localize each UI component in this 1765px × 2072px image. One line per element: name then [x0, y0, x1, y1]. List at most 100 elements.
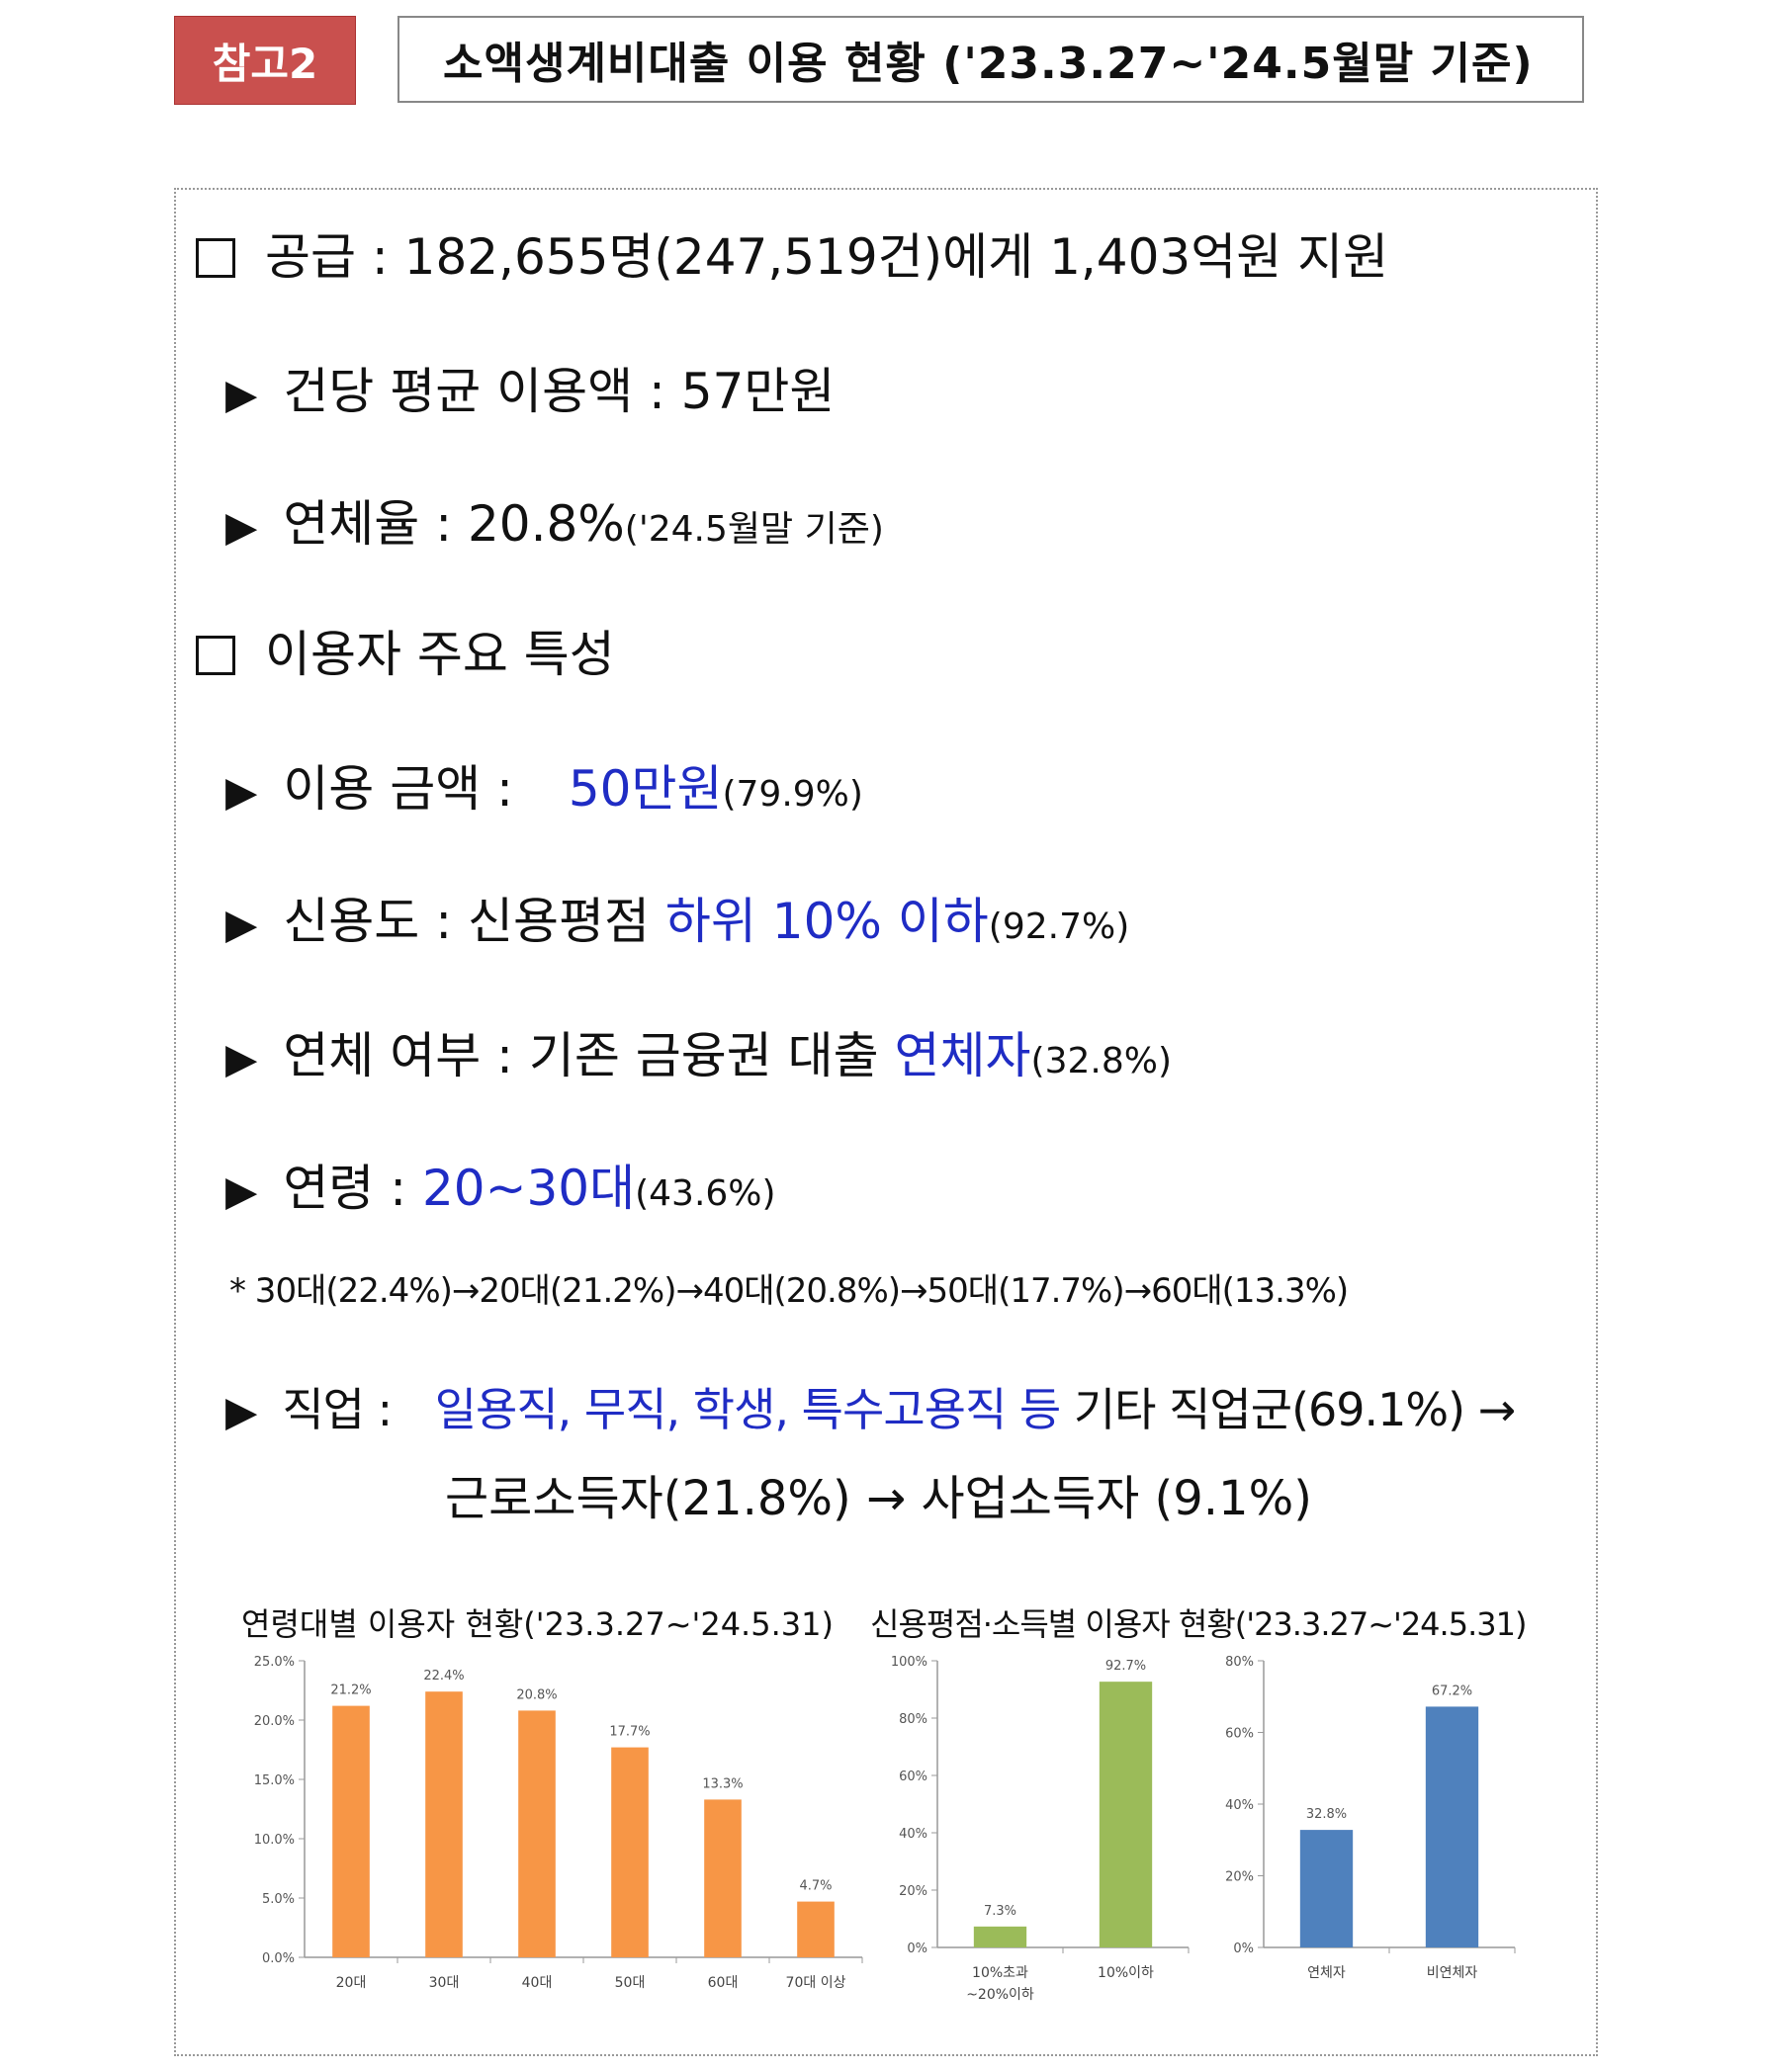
bar-value-label: 7.3%: [984, 1904, 1016, 1919]
triangle-bullet-icon: ▶: [225, 370, 258, 418]
bar: [425, 1691, 463, 1957]
delinquency-prefix: 연체 여부 : 기존 금융권 대출: [283, 1027, 879, 1084]
overdue-line: ▶ 연체율 : 20.8%('24.5월말 기준): [225, 484, 884, 556]
x-category-label: 10%초과 ~20%이하: [966, 1965, 1034, 2003]
y-tick-label: 20%: [899, 1884, 927, 1899]
y-tick-label: 20%: [1225, 1870, 1254, 1885]
x-category-label: 10%이하: [1098, 1965, 1154, 1981]
delinquency-line: ▶ 연체 여부 : 기존 금융권 대출 연체자(32.8%): [225, 1016, 1172, 1087]
x-category-label-line: 50대: [615, 1975, 646, 1991]
triangle-bullet-icon: ▶: [225, 1387, 257, 1435]
amount-line: ▶ 이용 금액 : 50만원(79.9%): [225, 749, 863, 820]
job-value: 일용직, 무직, 학생, 특수고용직 등: [434, 1383, 1062, 1436]
x-category-label: 20대: [336, 1975, 367, 1991]
triangle-bullet-icon: ▶: [225, 502, 258, 551]
x-category-label: 70대 이상: [786, 1975, 846, 1991]
bar: [973, 1926, 1027, 1947]
avg-amount-text: 건당 평균 이용액 : 57만원: [283, 363, 836, 420]
y-tick-label: 40%: [899, 1827, 927, 1842]
bar-value-label: 20.8%: [516, 1687, 557, 1702]
job-line: ▶ 직업 : 일용직, 무직, 학생, 특수고용직 등 기타 직업군(69.1%)…: [225, 1374, 1516, 1439]
content-frame: [174, 188, 1598, 2056]
x-category-label-line: 70대 이상: [786, 1975, 846, 1991]
credit-bar-chart: 0% 20% 40% 60% 80% 100% 7.3% 10%초과 ~20%이하 92.7% 10…: [891, 1655, 1190, 2003]
chart-caption-age: 연령대별 이용자 현황('23.3.27~'24.5.31): [241, 1605, 834, 1643]
triangle-bullet-icon: ▶: [225, 900, 258, 948]
y-tick-label: 60%: [899, 1770, 927, 1784]
x-category-label-line: 10%초과: [972, 1965, 1028, 1981]
reference-tag: 참고2: [174, 16, 356, 105]
x-category-label-line: 비연체자: [1427, 1965, 1478, 1981]
age-line: ▶ 연령 : 20~30대(43.6%): [225, 1149, 776, 1220]
x-category-label-line: 40대: [522, 1975, 553, 1991]
supply-line: 공급 : 182,655명(247,519건)에게 1,403억원 지원: [196, 217, 1388, 289]
bar: [1299, 1830, 1354, 1947]
bar-value-label: 21.2%: [330, 1684, 371, 1698]
bar: [1425, 1706, 1479, 1947]
bar: [797, 1901, 835, 1957]
x-category-label: 40대: [522, 1975, 553, 1991]
x-category-label-line: 60대: [708, 1975, 739, 1991]
features-heading: 이용자 주요 특성: [265, 626, 615, 683]
y-tick-label: 10.0%: [254, 1833, 295, 1848]
y-tick-label: 80%: [899, 1712, 927, 1727]
delinquency-pct: (32.8%): [1030, 1041, 1172, 1081]
triangle-bullet-icon: ▶: [225, 1166, 258, 1215]
job-rest: 기타 직업군(69.1%) →: [1073, 1383, 1516, 1436]
credit-prefix: 신용도 : 신용평점: [283, 893, 650, 950]
job-prefix: 직업 :: [282, 1383, 393, 1436]
bar-value-label: 22.4%: [423, 1669, 464, 1684]
credit-line: ▶ 신용도 : 신용평점 하위 10% 이하(92.7%): [225, 882, 1129, 953]
overdue-text: 연체율 : 20.8%: [283, 495, 625, 553]
amount-pct: (79.9%): [722, 774, 863, 815]
bar: [1099, 1682, 1153, 1947]
y-tick-label: 5.0%: [262, 1892, 295, 1907]
y-tick-label: 0%: [907, 1942, 927, 1956]
x-category-label-line: 10%이하: [1098, 1965, 1154, 1981]
bar: [611, 1747, 649, 1957]
amount-value: 50만원: [568, 760, 723, 818]
checkbox-square-icon: [196, 238, 235, 278]
bar-value-label: 32.8%: [1306, 1807, 1347, 1822]
y-tick-label: 60%: [1225, 1727, 1254, 1742]
x-category-label: 30대: [429, 1975, 460, 1991]
bar-value-label: 4.7%: [799, 1879, 832, 1894]
credit-pct: (92.7%): [988, 906, 1130, 947]
amount-prefix: 이용 금액 :: [283, 760, 513, 818]
bar: [332, 1705, 370, 1957]
x-category-label-line: 30대: [429, 1975, 460, 1991]
triangle-bullet-icon: ▶: [225, 1034, 258, 1082]
y-tick-label: 100%: [891, 1655, 927, 1670]
age-pct: (43.6%): [635, 1173, 776, 1214]
y-tick-label: 80%: [1225, 1655, 1254, 1670]
x-category-label-line: ~20%이하: [966, 1987, 1034, 2003]
chart-caption-credit-income: 신용평점·소득별 이용자 현황('23.3.27~'24.5.31): [870, 1605, 1527, 1643]
y-tick-label: 0.0%: [262, 1951, 295, 1966]
delinquency-value: 연체자: [894, 1027, 1031, 1084]
x-category-label: 60대: [708, 1975, 739, 1991]
supply-heading: 공급 : 182,655명(247,519건)에게 1,403억원 지원: [265, 228, 1389, 286]
y-tick-label: 15.0%: [254, 1773, 295, 1788]
bar-value-label: 13.3%: [702, 1776, 743, 1791]
x-category-label: 비연체자: [1427, 1965, 1478, 1981]
triangle-bullet-icon: ▶: [225, 767, 258, 816]
age-ranking-note: * 30대(22.4%)→20대(21.2%)→40대(20.8%)→50대(1…: [229, 1271, 1349, 1311]
bar-value-label: 92.7%: [1105, 1659, 1146, 1674]
age-prefix: 연령 :: [283, 1160, 407, 1217]
x-category-label: 연체자: [1307, 1965, 1346, 1981]
bar-value-label: 67.2%: [1432, 1684, 1472, 1698]
credit-value: 하위 10% 이하: [664, 893, 989, 950]
avg-amount-line: ▶ 건당 평균 이용액 : 57만원: [225, 352, 835, 423]
y-tick-label: 40%: [1225, 1798, 1254, 1813]
y-tick-label: 25.0%: [254, 1655, 295, 1670]
age-bar-chart: 0.0% 5.0% 10.0% 15.0% 20.0% 25.0% 21.2% 20대 22.4…: [254, 1655, 863, 1991]
age-value: 20~30대: [421, 1160, 636, 1217]
job-line-2: 근로소득자(21.8%) → 사업소득자 (9.1%): [445, 1471, 1312, 1526]
y-tick-label: 20.0%: [254, 1714, 295, 1729]
bar-value-label: 17.7%: [609, 1725, 650, 1740]
bar: [704, 1799, 742, 1957]
x-category-label-line: 20대: [336, 1975, 367, 1991]
delinquency-bar-chart: 0% 20% 40% 60% 80% 32.8% 연체자 67.2% 비연체자: [1225, 1655, 1516, 1981]
bar: [518, 1710, 556, 1957]
document-title: 소액생계비대출 이용 현황 ('23.3.27~'24.5월말 기준): [397, 16, 1584, 103]
